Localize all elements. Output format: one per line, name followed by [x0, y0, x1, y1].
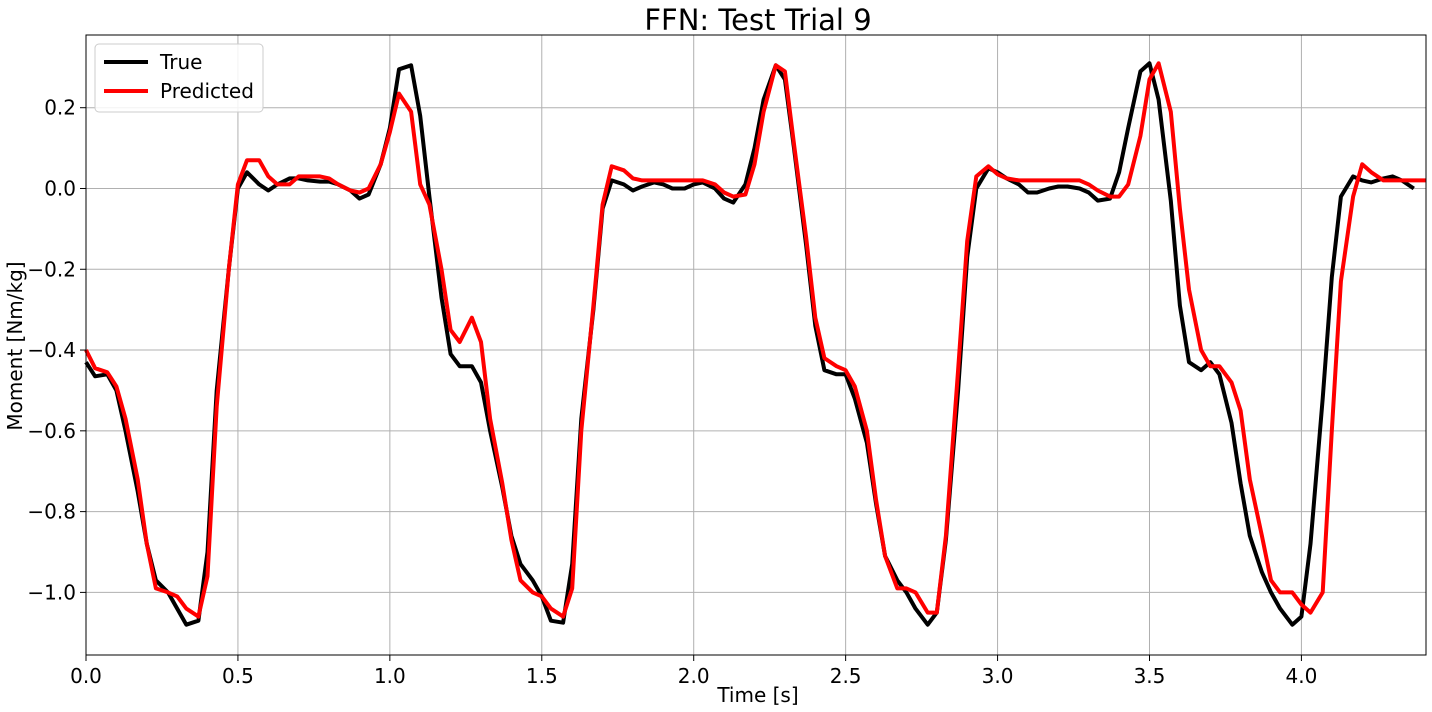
x-tick-label: 1.5: [526, 664, 558, 688]
x-tick-label: 0.0: [70, 664, 102, 688]
x-tick-label: 1.0: [374, 664, 406, 688]
plot-frame: [85, 34, 1427, 656]
x-tick-label: 4.0: [1286, 664, 1318, 688]
y-tick-label: 0.0: [44, 176, 76, 200]
x-tick-label: 2.0: [678, 664, 710, 688]
y-ticks: −1.0 −0.8 −0.6 −0.4 −0.2 0.0 0.2: [27, 96, 86, 604]
x-ticks: 0.0 0.5 1.0 1.5 2.0 2.5 3.0 3.5 4.0: [70, 655, 1317, 688]
x-tick-label: 3.5: [1134, 664, 1166, 688]
series-lines: [84, 61, 1426, 627]
y-axis-label: Moment [Nm/kg]: [3, 261, 27, 430]
grid-lines: [85, 35, 1426, 655]
chart-title: FFN: Test Trial 9: [644, 3, 871, 37]
legend-label-predicted: Predicted: [160, 79, 254, 103]
x-axis-label: Time [s]: [716, 683, 798, 707]
y-tick-label: −0.2: [27, 257, 76, 281]
x-tick-label: 2.5: [830, 664, 862, 688]
y-tick-label: −1.0: [27, 580, 76, 604]
series-line-predicted: [84, 61, 1426, 619]
y-tick-label: −0.4: [27, 338, 76, 362]
x-tick-label: 0.5: [222, 664, 254, 688]
y-tick-label: −0.8: [27, 500, 76, 524]
x-tick-label: 3.0: [982, 664, 1014, 688]
y-tick-label: 0.2: [44, 96, 76, 120]
y-tick-label: −0.6: [27, 419, 76, 443]
legend: True Predicted: [94, 43, 264, 113]
legend-label-true: True: [159, 50, 202, 74]
series-line-true: [84, 61, 1415, 627]
